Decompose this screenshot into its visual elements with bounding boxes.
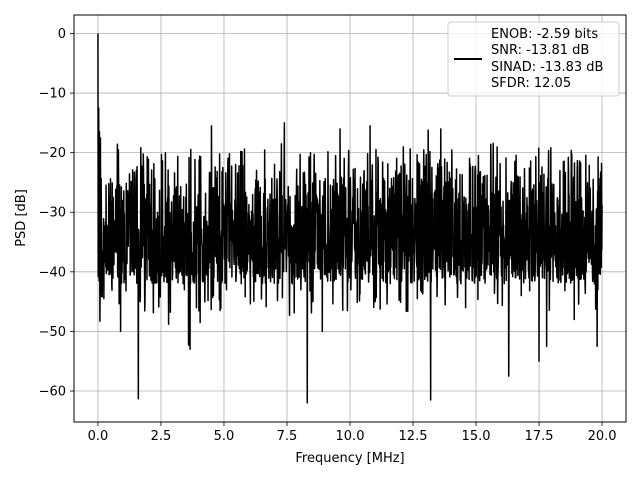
legend: ENOB: -2.59 bits SNR: -13.81 dB SINAD: -… <box>447 21 620 97</box>
y-tick-label: −60 <box>39 385 66 400</box>
psd-series <box>97 33 603 404</box>
legend-sfdr: SFDR: 12.05 <box>491 76 571 91</box>
y-tick-label: −20 <box>39 146 66 161</box>
x-tick-label: 0.0 <box>88 429 109 444</box>
legend-snr: SNR: -13.81 dB <box>491 43 589 58</box>
psd-series-line <box>97 33 603 404</box>
legend-sinad: SINAD: -13.83 dB <box>491 60 603 75</box>
axis-ticks: 0.0 2.5 5.0 7.5 10.0 12.5 15.0 17.5 20.0 0 −10 −20 −… <box>39 27 617 444</box>
x-tick-label: 10.0 <box>336 429 365 444</box>
legend-box <box>447 21 620 97</box>
legend-enob: ENOB: -2.59 bits <box>491 27 598 42</box>
x-tick-label: 7.5 <box>277 429 298 444</box>
y-tick-label: −50 <box>39 325 66 340</box>
plot-frame <box>73 14 627 423</box>
x-tick-label: 15.0 <box>462 429 491 444</box>
y-tick-label: −30 <box>39 206 66 221</box>
x-tick-label: 17.5 <box>525 429 554 444</box>
y-tick-label: −40 <box>39 265 66 280</box>
x-tick-label: 20.0 <box>588 429 617 444</box>
x-tick-label: 5.0 <box>214 429 235 444</box>
y-axis-label: PSD [dB] <box>14 189 29 247</box>
x-axis-label: Frequency [MHz] <box>295 451 404 466</box>
x-tick-label: 2.5 <box>151 429 172 444</box>
y-tick-label: −10 <box>39 87 66 102</box>
x-tick-label: 12.5 <box>399 429 428 444</box>
y-tick-label: 0 <box>58 27 66 42</box>
